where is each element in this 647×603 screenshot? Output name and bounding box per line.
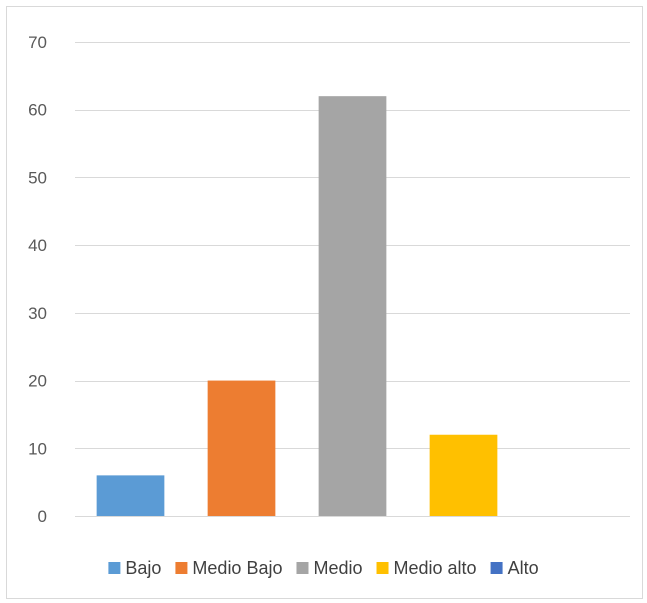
legend-label: Medio Bajo [192, 558, 282, 578]
y-tick-label: 50 [28, 168, 47, 187]
legend-swatch [296, 562, 309, 574]
legend-label: Medio alto [394, 558, 477, 578]
y-tick-label: 40 [28, 236, 47, 255]
bar-medio-bajo [207, 380, 276, 516]
legend-swatch [490, 562, 503, 574]
y-tick-label: 70 [28, 33, 47, 52]
legend-swatch [376, 562, 389, 574]
legend-item-medio-bajo: Medio Bajo [175, 558, 282, 578]
legend: Bajo Medio Bajo Medio Medio alto Alto [108, 558, 539, 578]
legend-item-alto: Alto [490, 558, 539, 578]
y-tick-label: 60 [28, 101, 47, 120]
legend-swatch [175, 562, 188, 574]
bar-bajo [96, 475, 165, 516]
legend-item-bajo: Bajo [108, 558, 161, 578]
y-tick-label: 0 [38, 507, 47, 526]
legend-label: Medio [313, 558, 362, 578]
legend-swatch [108, 562, 121, 574]
bar-medio [318, 96, 387, 517]
bars [96, 96, 498, 517]
legend-label: Alto [508, 558, 539, 578]
bar-medio-alto [429, 434, 498, 516]
y-tick-label: 10 [28, 439, 47, 458]
y-tick-label: 20 [28, 372, 47, 391]
y-axis-ticks: 0 10 20 30 40 50 60 70 [28, 33, 47, 526]
legend-label: Bajo [125, 558, 161, 578]
legend-item-medio-alto: Medio alto [376, 558, 477, 578]
legend-item-medio: Medio [296, 558, 363, 578]
y-tick-label: 30 [28, 304, 47, 323]
